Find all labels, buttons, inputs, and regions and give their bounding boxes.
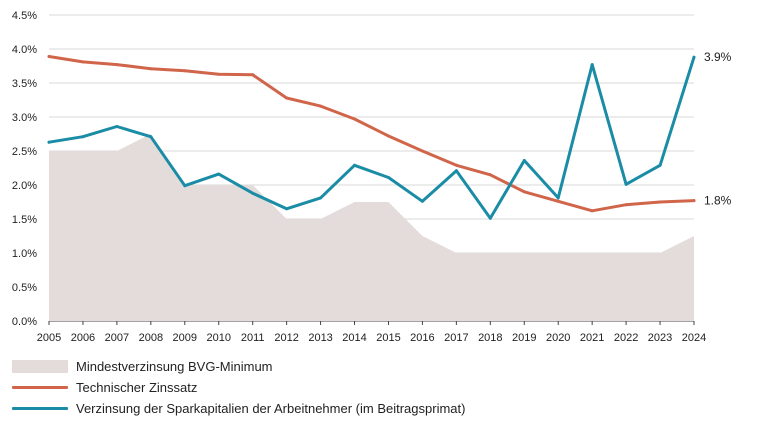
- x-tick-label: 2013: [308, 332, 332, 344]
- legend-label: Verzinsung der Sparkapitalien der Arbeit…: [76, 401, 466, 416]
- x-axis-ticks: 2005 2006 2007 2008 2009 2010 2011 2012 2013 2014…: [37, 321, 706, 344]
- data-point: [692, 55, 696, 59]
- data-point: [251, 73, 255, 77]
- x-tick-label: 2012: [274, 332, 298, 344]
- data-point: [387, 134, 390, 138]
- data-point: [353, 117, 356, 121]
- data-point: [658, 200, 662, 204]
- chart: 0.0% 0.5% 1.0% 1.5% 2.0% 2.5% 3.0% 3.5% 4.0% 4.5%…: [12, 10, 732, 344]
- data-point: [387, 176, 390, 179]
- data-point: [454, 169, 458, 173]
- area-series-layer: [49, 134, 694, 321]
- data-point: [420, 199, 424, 203]
- legend-item-verzinsung-sparkapitalien: Verzinsung der Sparkapitalien der Arbeit…: [12, 398, 465, 419]
- data-point: [115, 125, 119, 128]
- data-point: [488, 173, 492, 177]
- data-point: [183, 184, 187, 188]
- data-point: [47, 55, 51, 58]
- data-point: [488, 216, 492, 220]
- legend-swatch-area: [12, 360, 68, 373]
- data-point: [47, 140, 51, 144]
- legend-label: Mindestverzinsung BVG-Minimum: [76, 359, 273, 374]
- x-tick-label: 2010: [206, 332, 230, 344]
- data-point: [81, 60, 85, 64]
- x-tick-label: 2007: [105, 332, 129, 344]
- data-point: [149, 67, 153, 71]
- x-tick-label: 2014: [342, 332, 366, 344]
- data-point: [251, 191, 255, 195]
- x-tick-label: 2016: [410, 332, 434, 344]
- x-tick-label: 2011: [241, 332, 265, 344]
- data-point: [319, 196, 323, 200]
- x-tick-label: 2006: [71, 332, 95, 344]
- data-point: [692, 199, 696, 203]
- data-point: [522, 190, 526, 194]
- data-point: [522, 159, 526, 162]
- y-axis-ticks: 0.0% 0.5% 1.0% 1.5% 2.0% 2.5% 3.0% 3.5% 4.0% 4.5%: [12, 10, 37, 328]
- x-tick-label: 2018: [478, 332, 502, 344]
- data-point: [353, 163, 356, 167]
- y-tick-label: 0.5%: [12, 282, 37, 294]
- line-series-technischer-zinssatz: [47, 55, 696, 213]
- y-tick-label: 1.0%: [12, 248, 37, 260]
- data-point: [590, 63, 594, 67]
- x-tick-label: 2024: [682, 332, 706, 344]
- line-series-verzinsung: [47, 55, 696, 220]
- end-value-label: 1.8%: [704, 194, 732, 208]
- end-labels: 1.8% 3.9%: [704, 50, 732, 207]
- y-tick-label: 3.0%: [12, 112, 37, 124]
- x-tick-label: 2023: [648, 332, 672, 344]
- data-point: [285, 96, 289, 100]
- x-tick-label: 2015: [376, 332, 400, 344]
- x-tick-label: 2022: [614, 332, 638, 344]
- data-point: [217, 172, 221, 176]
- x-tick-label: 2020: [546, 332, 570, 344]
- y-tick-label: 1.5%: [12, 214, 37, 226]
- legend-swatch-line: [12, 407, 68, 410]
- data-point: [217, 72, 221, 76]
- data-point: [556, 199, 560, 203]
- x-tick-label: 2008: [139, 332, 163, 344]
- y-tick-label: 4.5%: [12, 10, 37, 22]
- x-tick-label: 2021: [580, 332, 604, 344]
- legend-label: Technischer Zinssatz: [76, 380, 198, 395]
- legend-item-technischer-zinssatz: Technischer Zinssatz: [12, 377, 465, 398]
- legend-swatch-line: [12, 386, 68, 389]
- y-tick-label: 2.0%: [12, 180, 37, 192]
- y-tick-label: 3.5%: [12, 78, 37, 90]
- data-point: [454, 163, 458, 167]
- y-tick-label: 4.0%: [12, 44, 37, 56]
- x-tick-label: 2019: [512, 332, 536, 344]
- legend: Mindestverzinsung BVG-Minimum Technische…: [12, 356, 465, 419]
- y-tick-label: 2.5%: [12, 146, 37, 158]
- x-tick-label: 2017: [444, 332, 468, 344]
- data-point: [658, 163, 662, 167]
- data-point: [285, 207, 289, 211]
- legend-item-bvg-minimum: Mindestverzinsung BVG-Minimum: [12, 356, 465, 377]
- data-point: [183, 69, 187, 73]
- data-point: [556, 196, 560, 200]
- y-tick-label: 0.0%: [12, 316, 37, 328]
- data-point: [115, 63, 119, 67]
- data-point: [81, 135, 85, 139]
- data-point: [590, 209, 594, 213]
- data-point: [624, 182, 628, 186]
- x-tick-label: 2005: [37, 332, 61, 344]
- area-series-bvg-minimum: [49, 134, 694, 321]
- line-series-layer: [47, 55, 696, 220]
- data-point: [624, 203, 628, 207]
- data-point: [420, 149, 424, 153]
- data-point: [149, 135, 153, 139]
- end-value-label: 3.9%: [704, 50, 732, 64]
- data-point: [319, 104, 323, 108]
- x-tick-label: 2009: [173, 332, 197, 344]
